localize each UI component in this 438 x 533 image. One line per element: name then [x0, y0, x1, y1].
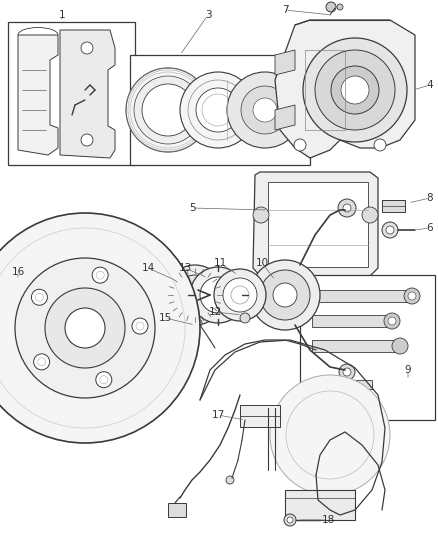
Circle shape	[287, 517, 293, 523]
Polygon shape	[60, 30, 115, 158]
Circle shape	[315, 50, 395, 130]
Bar	[312, 290, 407, 302]
Circle shape	[341, 76, 369, 104]
Text: 11: 11	[213, 258, 226, 268]
Text: 13: 13	[178, 263, 192, 273]
Circle shape	[392, 338, 408, 354]
Circle shape	[165, 265, 225, 325]
Text: 15: 15	[159, 313, 172, 323]
Text: 14: 14	[141, 263, 155, 273]
Text: 7: 7	[282, 5, 288, 15]
Circle shape	[260, 270, 310, 320]
Polygon shape	[253, 172, 378, 278]
Circle shape	[214, 269, 266, 321]
Circle shape	[250, 260, 320, 330]
Circle shape	[178, 306, 184, 312]
Bar	[300, 275, 435, 420]
Circle shape	[196, 88, 240, 132]
Text: 6: 6	[427, 223, 433, 233]
Circle shape	[384, 313, 400, 329]
Bar	[312, 340, 397, 352]
Circle shape	[96, 372, 112, 387]
Polygon shape	[18, 35, 58, 155]
Polygon shape	[275, 50, 295, 75]
Circle shape	[284, 514, 296, 526]
Circle shape	[273, 283, 297, 307]
Circle shape	[338, 199, 356, 217]
Circle shape	[303, 38, 407, 142]
Circle shape	[240, 313, 250, 323]
Circle shape	[241, 86, 289, 134]
Circle shape	[339, 364, 355, 380]
Circle shape	[343, 368, 351, 376]
Text: 18: 18	[321, 515, 335, 525]
Circle shape	[388, 317, 396, 325]
Bar	[312, 380, 372, 389]
Circle shape	[408, 292, 416, 300]
Circle shape	[134, 76, 202, 144]
Text: 5: 5	[189, 203, 195, 213]
Circle shape	[15, 258, 155, 398]
Circle shape	[326, 2, 336, 12]
Circle shape	[294, 139, 306, 151]
Circle shape	[253, 98, 277, 122]
Circle shape	[226, 476, 234, 484]
Text: 3: 3	[205, 10, 211, 20]
Bar	[8, 22, 135, 165]
Circle shape	[227, 72, 303, 148]
Circle shape	[45, 288, 125, 368]
Circle shape	[185, 285, 205, 305]
Bar	[130, 55, 310, 165]
Polygon shape	[275, 20, 415, 158]
Circle shape	[34, 354, 49, 370]
Circle shape	[337, 4, 343, 10]
Circle shape	[343, 204, 351, 212]
Circle shape	[81, 42, 93, 54]
Circle shape	[374, 139, 386, 151]
Bar	[285, 490, 355, 520]
Circle shape	[270, 375, 390, 495]
Circle shape	[386, 226, 394, 234]
Circle shape	[253, 207, 269, 223]
Circle shape	[206, 306, 212, 312]
Circle shape	[200, 277, 236, 313]
Circle shape	[362, 207, 378, 223]
Circle shape	[194, 319, 202, 327]
Text: 1: 1	[59, 10, 65, 20]
Text: 16: 16	[11, 267, 25, 277]
Circle shape	[382, 222, 398, 238]
Circle shape	[206, 278, 212, 284]
Circle shape	[178, 278, 184, 284]
Bar	[240, 405, 280, 427]
Circle shape	[331, 66, 379, 114]
Circle shape	[126, 68, 210, 152]
Bar	[168, 503, 186, 517]
Circle shape	[132, 318, 148, 334]
Circle shape	[175, 275, 215, 315]
Circle shape	[65, 308, 105, 348]
Polygon shape	[275, 105, 295, 130]
Text: 10: 10	[255, 258, 268, 268]
Text: 17: 17	[212, 410, 225, 420]
Circle shape	[180, 72, 256, 148]
Text: 8: 8	[427, 193, 433, 203]
Circle shape	[0, 213, 200, 443]
Text: 9: 9	[405, 365, 411, 375]
Circle shape	[81, 134, 93, 146]
Bar	[312, 315, 387, 327]
Text: 4: 4	[427, 80, 433, 90]
Circle shape	[92, 267, 108, 283]
Circle shape	[32, 289, 47, 305]
Bar	[268, 182, 368, 267]
Circle shape	[190, 267, 246, 323]
Polygon shape	[382, 200, 405, 212]
Circle shape	[142, 84, 194, 136]
Text: 12: 12	[208, 307, 222, 317]
Circle shape	[404, 288, 420, 304]
Circle shape	[223, 278, 257, 312]
